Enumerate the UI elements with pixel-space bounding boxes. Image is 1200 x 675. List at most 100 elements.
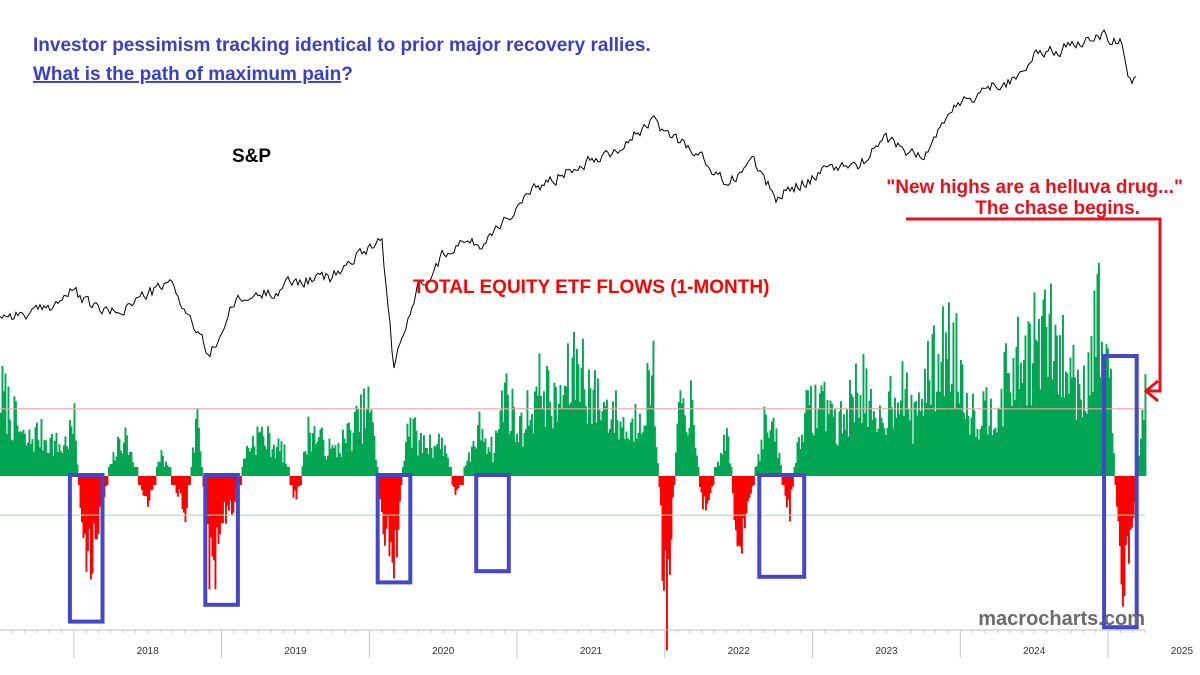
flow-bar-positive bbox=[360, 394, 362, 476]
flow-bar-positive bbox=[1095, 356, 1097, 476]
flow-bar-positive bbox=[834, 409, 836, 476]
flow-bar-positive bbox=[892, 428, 895, 476]
flow-bar-positive bbox=[984, 400, 986, 476]
flow-bar-positive bbox=[930, 404, 932, 476]
headline-line2-row: What is the path of maximum pain? bbox=[33, 64, 353, 85]
flow-bar-positive bbox=[646, 363, 649, 476]
flow-bar-negative bbox=[240, 476, 242, 485]
flow-bar-negative bbox=[664, 476, 667, 551]
flow-bar-positive bbox=[435, 446, 437, 476]
flow-bar-positive bbox=[433, 446, 436, 476]
flow-bar-positive bbox=[243, 458, 245, 476]
flow-bar-positive bbox=[46, 452, 49, 476]
flow-bar-positive bbox=[24, 433, 26, 476]
flow-bar-positive bbox=[756, 466, 758, 476]
flow-bar-positive bbox=[1015, 346, 1018, 476]
flow-bar-positive bbox=[73, 403, 76, 476]
highlight-box bbox=[375, 473, 413, 585]
flow-bar-positive bbox=[543, 391, 545, 476]
flow-bar-negative bbox=[699, 476, 701, 487]
flow-bar-negative bbox=[1129, 476, 1132, 530]
flow-bar-negative bbox=[207, 476, 209, 525]
flow-bar-positive bbox=[304, 451, 307, 476]
flow-bar-negative bbox=[139, 476, 142, 485]
flow-bar-negative bbox=[178, 476, 181, 490]
flow-bar-positive bbox=[996, 432, 998, 476]
flow-bar-positive bbox=[534, 391, 536, 476]
flow-bar-positive bbox=[817, 409, 820, 476]
flow-bar-positive bbox=[604, 406, 607, 476]
flow-bar-positive bbox=[114, 460, 116, 476]
flow-bar-positive bbox=[900, 400, 902, 476]
flow-bar-positive bbox=[912, 443, 914, 476]
flows-title: TOTAL EQUITY ETF FLOWS (1-MONTH) bbox=[413, 277, 769, 298]
flow-bar-positive bbox=[726, 428, 728, 476]
flow-bar-positive bbox=[301, 466, 304, 476]
flow-bar-positive bbox=[513, 407, 515, 476]
flow-bar-positive bbox=[316, 441, 319, 476]
flow-bar-positive bbox=[549, 401, 551, 476]
flow-bar-positive bbox=[519, 416, 521, 476]
flow-bar-negative bbox=[97, 476, 100, 534]
flow-bar-negative bbox=[184, 476, 187, 523]
flow-bar-positive bbox=[7, 386, 10, 476]
flow-bar-positive bbox=[727, 436, 730, 476]
flow-bar-positive bbox=[637, 432, 640, 476]
flow-bar-positive bbox=[514, 441, 517, 476]
flow-bar-positive bbox=[274, 458, 277, 476]
flow-bar-negative bbox=[1117, 476, 1120, 522]
flow-bar-positive bbox=[403, 460, 406, 476]
highlight-box bbox=[203, 473, 240, 607]
flow-bar-negative bbox=[217, 476, 220, 544]
highlight-box bbox=[1102, 354, 1139, 630]
flow-bar-negative bbox=[213, 476, 215, 561]
flow-bar-positive bbox=[550, 416, 553, 476]
flow-bar-positive bbox=[1057, 394, 1060, 476]
flow-bar-positive bbox=[255, 455, 257, 476]
flow-bar-positive bbox=[328, 438, 331, 476]
flow-bar-positive bbox=[444, 445, 446, 476]
flow-bar-positive bbox=[681, 403, 683, 476]
flow-bar-positive bbox=[730, 467, 733, 476]
flow-bar-positive bbox=[34, 427, 37, 476]
flow-bar-positive bbox=[264, 445, 266, 476]
flow-bar-positive bbox=[910, 395, 913, 476]
flow-bar-positive bbox=[976, 429, 979, 476]
flow-bar-positive bbox=[1002, 426, 1004, 476]
flow-bar-positive bbox=[754, 467, 757, 476]
flow-bar-positive bbox=[111, 463, 113, 476]
flow-bar-positive bbox=[757, 454, 760, 476]
flow-bar-negative bbox=[1128, 476, 1130, 564]
flow-bar-positive bbox=[339, 453, 341, 476]
flow-bar-negative bbox=[781, 476, 784, 485]
sp-label: S&P bbox=[232, 146, 271, 167]
flow-bar-positive bbox=[694, 447, 697, 476]
flow-bar-negative bbox=[457, 476, 460, 489]
flow-bar-positive bbox=[774, 441, 776, 476]
flow-bar-positive bbox=[903, 416, 905, 476]
flow-bar-positive bbox=[370, 409, 373, 476]
flow-bar-negative bbox=[219, 476, 221, 535]
flow-bar-negative bbox=[783, 476, 785, 485]
flow-bar-positive bbox=[763, 406, 766, 476]
flow-bar-positive bbox=[303, 451, 305, 476]
flow-bar-positive bbox=[826, 399, 829, 476]
flow-bar-positive bbox=[16, 425, 19, 476]
flow-bar-positive bbox=[279, 451, 281, 476]
flow-bar-negative bbox=[106, 476, 109, 485]
flow-bar-positive bbox=[280, 441, 283, 476]
flow-bar-positive bbox=[606, 399, 608, 476]
flow-bar-positive bbox=[678, 401, 680, 476]
flow-bar-positive bbox=[58, 444, 61, 476]
flow-bar-positive bbox=[954, 408, 956, 476]
flow-bar-negative bbox=[1122, 476, 1124, 607]
flow-bar-positive bbox=[477, 425, 479, 476]
flow-bar-negative bbox=[210, 476, 212, 538]
flow-bar-negative bbox=[187, 476, 190, 485]
flow-bar-positive bbox=[505, 373, 508, 476]
flow-bar-negative bbox=[298, 476, 301, 486]
flow-bar-positive bbox=[33, 451, 35, 476]
flow-bar-negative bbox=[1126, 476, 1129, 537]
flow-bar-positive bbox=[342, 429, 344, 476]
flow-bar-positive bbox=[882, 422, 884, 476]
